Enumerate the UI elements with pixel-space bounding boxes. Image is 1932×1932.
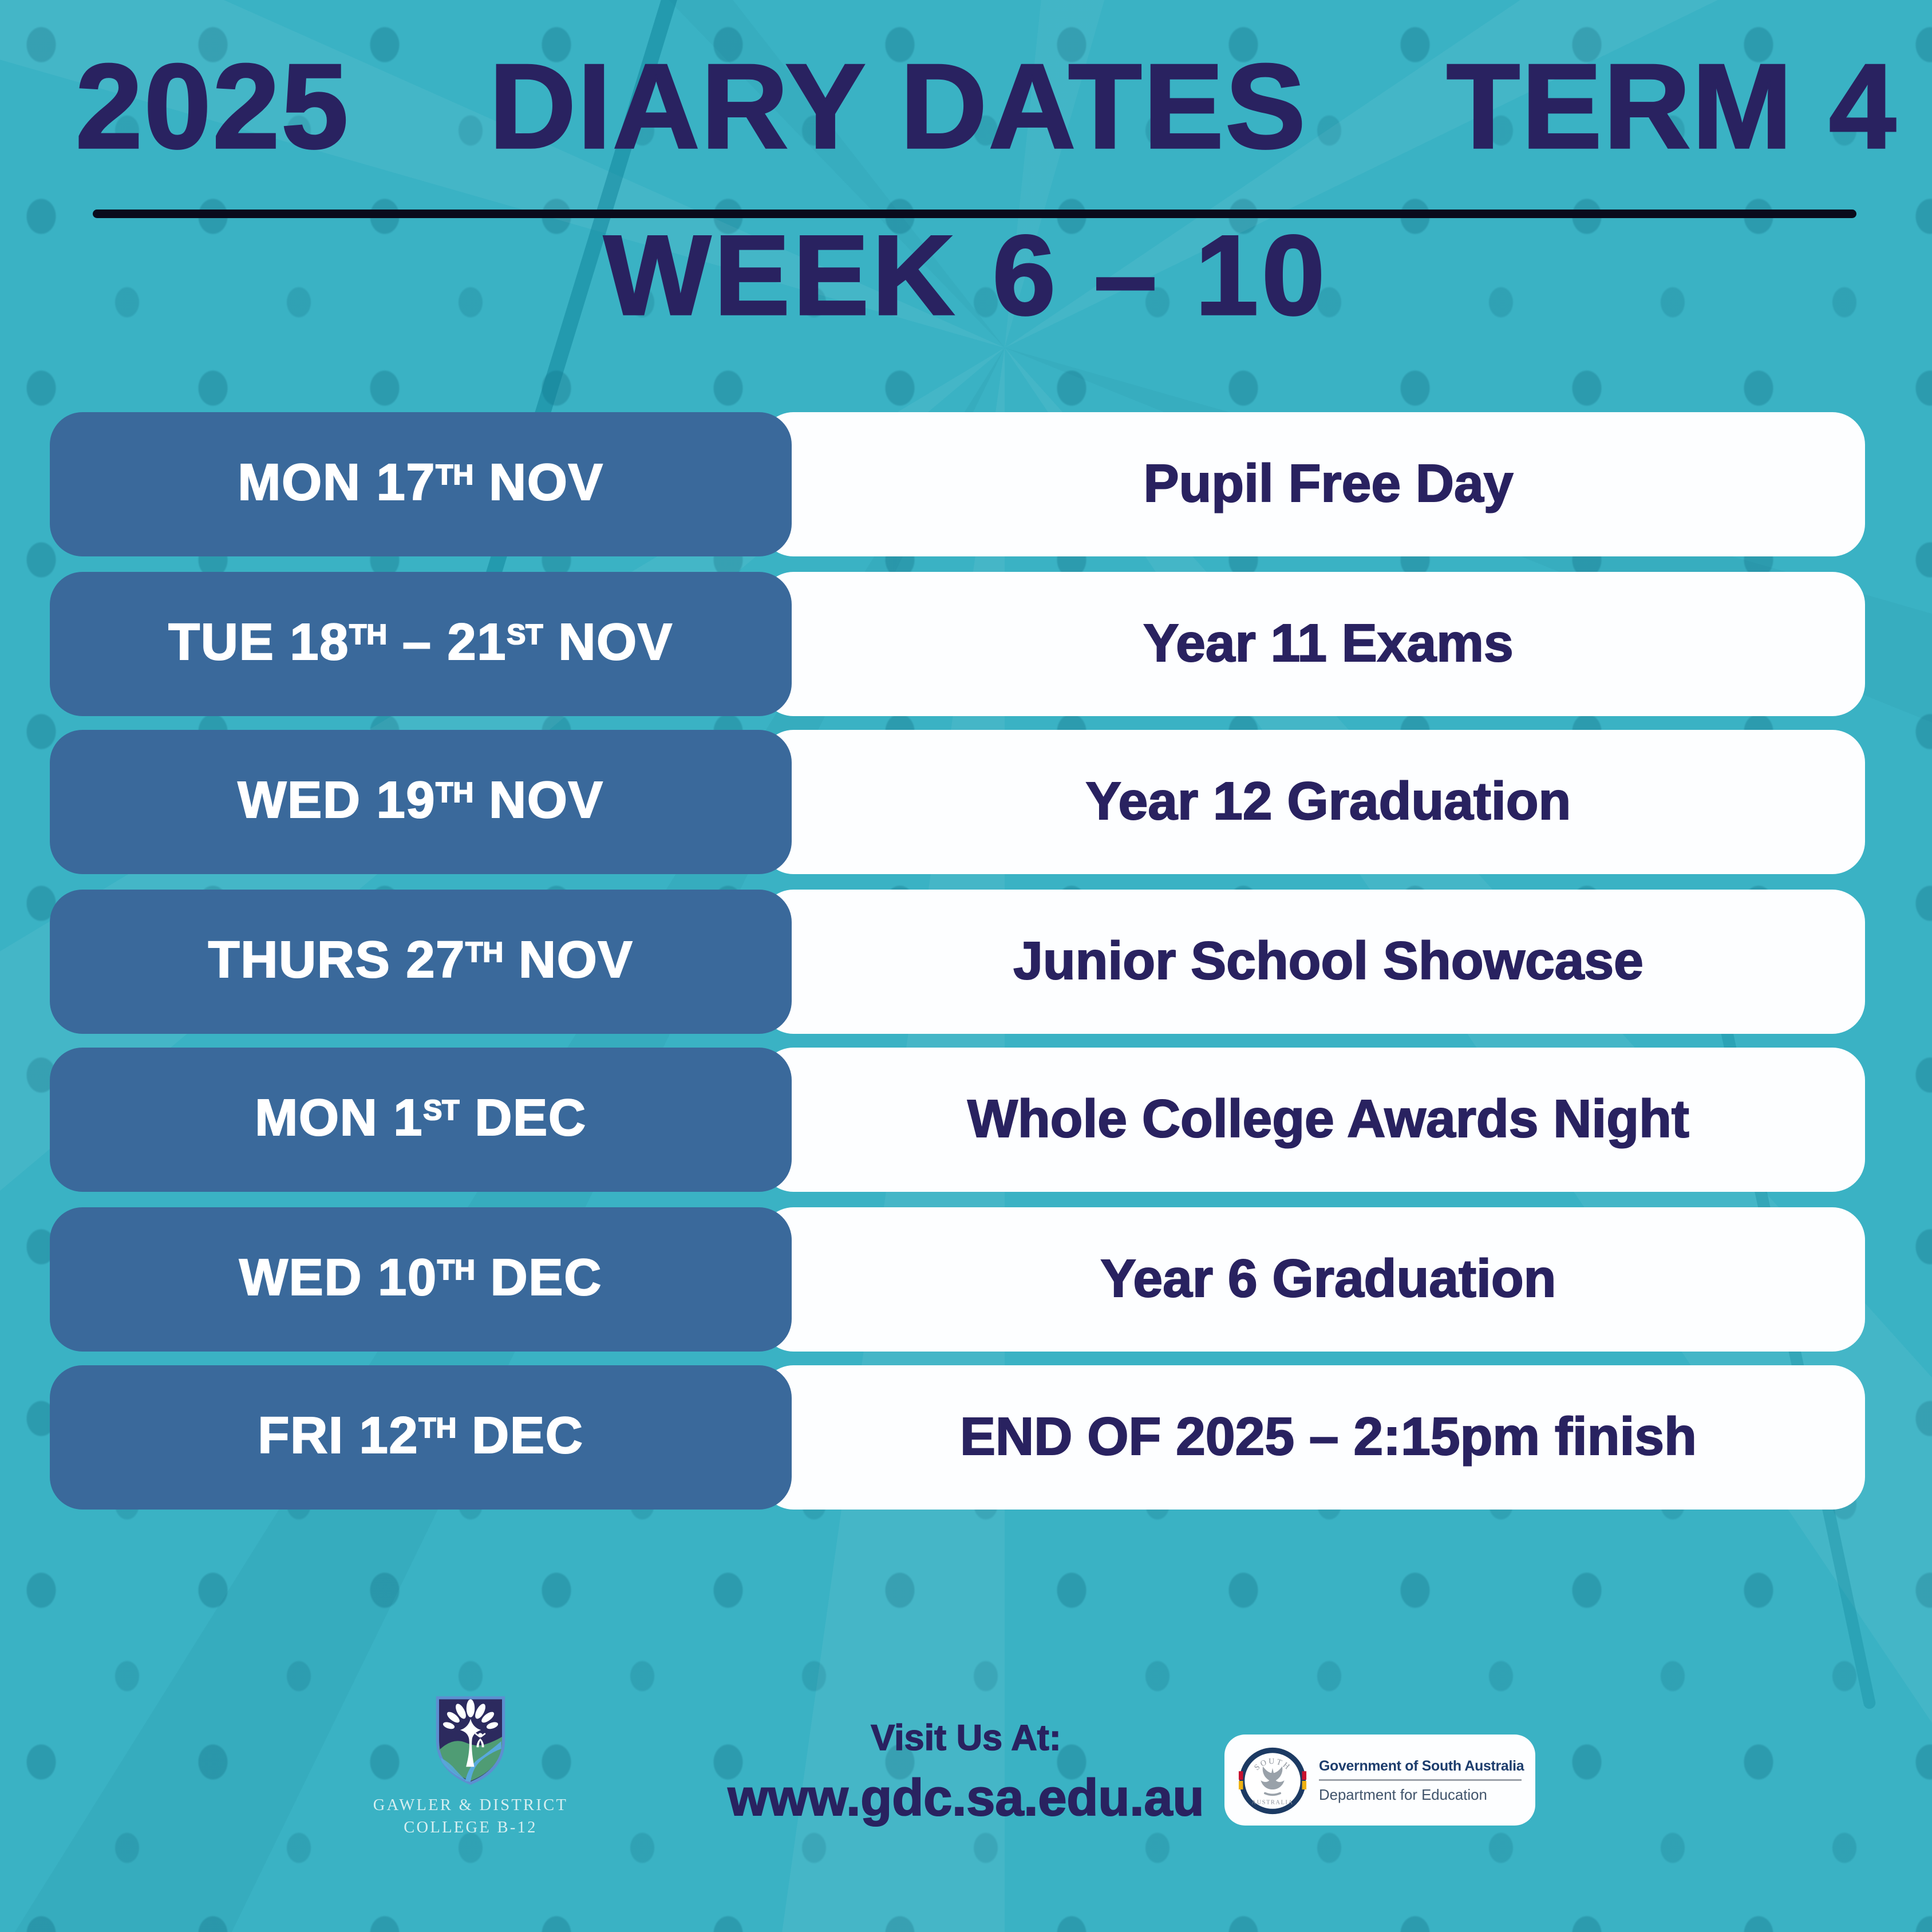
- schedule-row: WED 10TH DEC Year 6 Graduation: [50, 1206, 1865, 1351]
- event-cell-label: Pupil Free Day: [1143, 453, 1514, 514]
- event-cell-label: Whole College Awards Night: [967, 1088, 1690, 1149]
- event-cell-label: Year 12 Graduation: [1085, 771, 1572, 832]
- schedule-row: MON 1ST DEC Whole College Awards Night: [50, 1048, 1865, 1192]
- title-main: DIARY DATES: [488, 39, 1307, 173]
- date-cell-label: FRI 12TH DEC: [257, 1408, 584, 1465]
- event-cell: Pupil Free Day: [761, 412, 1865, 556]
- page-title: 2025 DIARY DATES TERM 4: [74, 39, 1898, 173]
- subtitle-week-range: WEEK 6 – 10: [603, 211, 1329, 338]
- schedule-row: MON 17TH NOV Pupil Free Day: [50, 412, 1865, 556]
- event-cell-label: Junior School Showcase: [1013, 929, 1644, 990]
- sa-government-seal-icon: SOUTH AUSTRALIA: [1238, 1747, 1307, 1814]
- school-crest-icon: [436, 1696, 505, 1785]
- date-cell-label: THURS 27TH NOV: [208, 931, 634, 989]
- title-underline: [93, 210, 1856, 218]
- date-cell: TUE 18TH – 21ST NOV: [50, 571, 792, 716]
- date-cell-label: WED 10TH DEC: [239, 1249, 603, 1306]
- school-logo-block: GAWLER & DISTRICT COLLEGE B-12: [333, 1693, 608, 1842]
- event-cell: Junior School Showcase: [761, 888, 1865, 1033]
- event-cell-label: END OF 2025 – 2:15pm finish: [959, 1406, 1697, 1467]
- event-cell: END OF 2025 – 2:15pm finish: [761, 1365, 1865, 1510]
- title-year: 2025: [74, 39, 350, 173]
- gov-dept-name: Department for Education: [1319, 1785, 1487, 1803]
- schedule-row: THURS 27TH NOV Junior School Showcase: [50, 888, 1865, 1033]
- date-cell-label: MON 17TH NOV: [237, 455, 604, 512]
- date-cell-label: WED 19TH NOV: [237, 772, 604, 830]
- gov-org-name: Government of South Australia: [1319, 1757, 1524, 1775]
- title-term: TERM 4: [1445, 39, 1898, 173]
- date-cell: MON 1ST DEC: [50, 1048, 792, 1192]
- date-cell: FRI 12TH DEC: [50, 1365, 792, 1510]
- school-name-line1: GAWLER & DISTRICT: [373, 1798, 568, 1815]
- event-cell: Year 12 Graduation: [761, 730, 1865, 874]
- schedule-row: TUE 18TH – 21ST NOV Year 11 Exams: [50, 571, 1865, 716]
- date-cell: WED 10TH DEC: [50, 1206, 792, 1351]
- government-text-block: Government of South Australia Department…: [1319, 1757, 1524, 1803]
- school-name-line2: COLLEGE B-12: [404, 1820, 538, 1838]
- date-cell: THURS 27TH NOV: [50, 888, 792, 1033]
- event-cell-label: Year 11 Exams: [1143, 611, 1514, 673]
- event-cell: Whole College Awards Night: [761, 1048, 1865, 1192]
- seal-text-bottom: AUSTRALIA: [1252, 1799, 1294, 1805]
- event-cell-label: Year 6 Graduation: [1100, 1247, 1556, 1308]
- schedule-table: MON 17TH NOV Pupil Free Day TUE 18TH – 2…: [50, 412, 1865, 1510]
- website-url: www.gdc.sa.edu.au: [728, 1770, 1205, 1828]
- visit-block: Visit Us At: www.gdc.sa.edu.au: [0, 1718, 1932, 1829]
- event-cell: Year 6 Graduation: [761, 1206, 1865, 1351]
- date-cell-label: TUE 18TH – 21ST NOV: [168, 613, 673, 671]
- date-cell-label: MON 1ST DEC: [254, 1090, 587, 1148]
- government-logo-block: SOUTH AUSTRALIA Government of South Aust…: [1224, 1735, 1535, 1826]
- date-cell: WED 19TH NOV: [50, 730, 792, 874]
- gov-divider: [1319, 1779, 1522, 1781]
- schedule-row: FRI 12TH DEC END OF 2025 – 2:15pm finish: [50, 1365, 1865, 1510]
- date-cell: MON 17TH NOV: [50, 412, 792, 556]
- visit-label: Visit Us At:: [870, 1718, 1061, 1759]
- schedule-row: WED 19TH NOV Year 12 Graduation: [50, 730, 1865, 874]
- event-cell: Year 11 Exams: [761, 571, 1865, 716]
